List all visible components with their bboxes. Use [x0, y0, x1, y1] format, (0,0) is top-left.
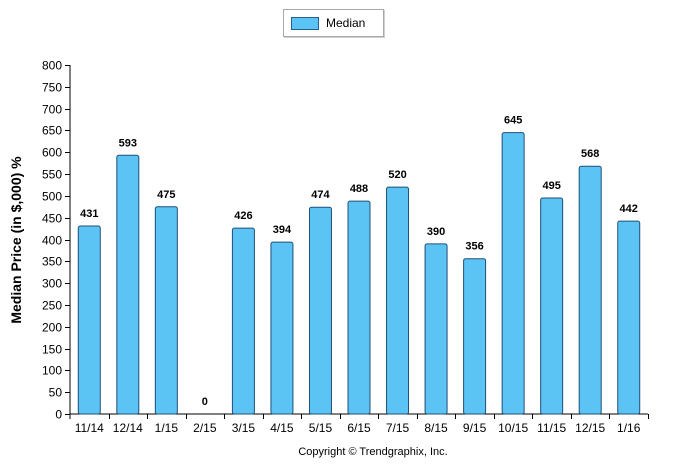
x-tick-label: 4/15 [270, 421, 294, 435]
bar [386, 186, 410, 415]
x-tick-label: 6/15 [347, 421, 371, 435]
bar [347, 200, 371, 415]
y-tick-label: 150 [42, 343, 62, 357]
data-label: 394 [273, 224, 292, 236]
bar [424, 243, 448, 415]
legend-swatch [291, 17, 319, 30]
bar [270, 241, 294, 415]
x-tick-label: 10/15 [498, 421, 528, 435]
bar [501, 132, 525, 415]
data-label: 0 [202, 396, 208, 408]
data-label: 488 [350, 183, 368, 195]
y-tick-label: 700 [42, 103, 62, 117]
bar [77, 225, 101, 415]
copyright-text: Copyright © Trendgraphix, Inc. [298, 446, 448, 458]
x-tick-label: 12/15 [575, 421, 605, 435]
y-tick-label: 200 [42, 321, 62, 335]
legend: Median [283, 9, 384, 37]
data-label: 390 [427, 226, 445, 238]
x-tick-label: 11/14 [75, 421, 104, 435]
y-tick-label: 300 [42, 277, 62, 291]
bar [617, 220, 641, 415]
y-tick-label: 500 [42, 190, 62, 204]
bar [308, 206, 332, 415]
y-tick-label: 400 [42, 234, 62, 248]
x-tick-label: 8/15 [424, 421, 448, 435]
bar [463, 258, 487, 415]
data-label: 593 [119, 137, 137, 149]
y-axis-title: Median Price (in $,000) % [8, 156, 24, 324]
data-label: 520 [388, 169, 406, 181]
copyright: Copyright © Trendgraphix, Inc. [0, 446, 689, 458]
y-tick-label: 350 [42, 255, 62, 269]
bar [154, 206, 178, 415]
y-tick-label: 650 [42, 124, 62, 138]
y-tick-label: 450 [42, 212, 62, 226]
x-tick-label: 9/15 [463, 421, 487, 435]
data-label: 568 [581, 148, 599, 160]
data-label: 495 [542, 180, 560, 192]
y-tick-label: 600 [42, 146, 62, 160]
data-label: 645 [504, 115, 522, 127]
x-tick-label: 3/15 [232, 421, 256, 435]
data-label: 356 [465, 241, 483, 253]
bar [578, 165, 602, 415]
x-tick-label: 12/14 [113, 421, 143, 435]
bars [77, 132, 641, 415]
data-label: 442 [620, 203, 638, 215]
x-tick-label: 1/15 [155, 421, 179, 435]
y-tick-label: 50 [49, 386, 63, 400]
y-tick-label: 750 [42, 81, 62, 95]
y-tick-label: 0 [55, 408, 62, 422]
data-label: 475 [157, 189, 175, 201]
x-tick-label: 11/15 [537, 421, 566, 435]
y-tick-label: 100 [42, 364, 62, 378]
x-tick-label: 7/15 [386, 421, 410, 435]
data-label: 474 [311, 189, 330, 201]
y-tick-label: 800 [42, 59, 62, 73]
bar [540, 197, 564, 415]
x-tick-label: 1/16 [617, 421, 641, 435]
x-tick-label: 5/15 [309, 421, 333, 435]
bar [231, 227, 255, 415]
data-labels: 431 593 475 0 426 394 474 488 520 390 356 645 495 568… [80, 115, 638, 408]
y-tick-label: 550 [42, 168, 62, 182]
x-tick-label: 2/15 [193, 421, 217, 435]
y-axis: 0 50 100 150 200 250 300 350 400 450 500 550 600 650 7… [42, 59, 71, 422]
legend-label: Median [326, 16, 366, 30]
x-axis: 11/14 12/14 1/15 2/15 3/15 4/15 5/15 6/15 7/15 8/… [69, 413, 649, 435]
data-label: 431 [80, 208, 98, 220]
data-label: 426 [234, 210, 252, 222]
bar [116, 154, 140, 415]
y-tick-label: 250 [42, 299, 62, 313]
